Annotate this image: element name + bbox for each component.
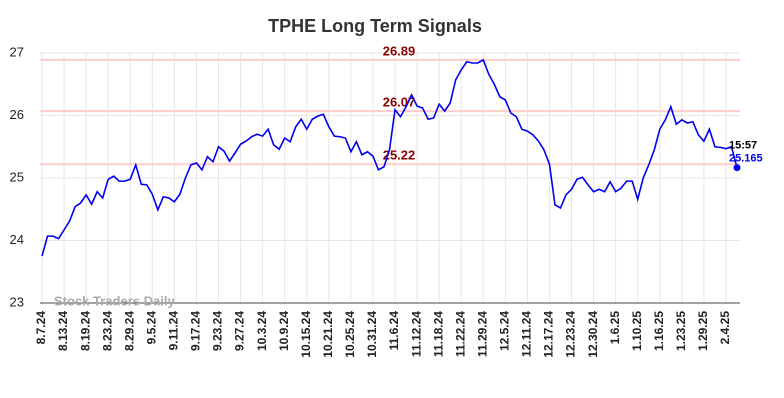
last-value: 25.165 [729, 153, 763, 165]
x-tick-label: 10.9.24 [277, 311, 291, 351]
y-tick-label: 27 [10, 44, 24, 59]
x-tick-label: 10.21.24 [321, 311, 335, 358]
x-tick-label: 8.7.24 [34, 311, 48, 345]
x-tick-label: 12.11.24 [520, 311, 534, 357]
y-tick-label: 24 [10, 232, 24, 247]
x-tick-label: 2.4.25 [718, 311, 732, 345]
x-tick-label: 12.5.24 [498, 311, 512, 351]
x-tick-label: 11.12.24 [409, 311, 423, 357]
x-tick-label: 12.23.24 [564, 311, 578, 358]
x-tick-label: 8.29.24 [122, 311, 136, 351]
x-tick-label: 1.10.25 [630, 311, 644, 351]
x-tick-label: 1.16.25 [652, 311, 666, 351]
x-tick-label: 11.29.24 [475, 311, 489, 357]
x-tick-label: 8.19.24 [78, 311, 92, 351]
x-tick-label: 1.6.25 [608, 311, 622, 345]
x-tick-label: 9.11.24 [167, 311, 181, 351]
x-tick-label: 9.17.24 [189, 311, 203, 351]
x-tick-label: 1.29.25 [696, 311, 710, 351]
price-line [41, 58, 738, 257]
last-point [733, 164, 741, 172]
x-tick-label: 9.5.24 [144, 311, 158, 345]
x-tick-label: 8.13.24 [56, 311, 70, 351]
x-tick-label: 10.15.24 [299, 311, 313, 358]
signal-label: 25.22 [383, 148, 416, 163]
last-time: 15:57 [729, 140, 757, 152]
y-tick-label: 23 [10, 294, 24, 309]
x-tick-label: 8.23.24 [100, 311, 114, 351]
x-tick-label: 1.23.25 [674, 311, 688, 351]
x-tick-label: 10.3.24 [255, 311, 269, 351]
x-tick-label: 11.18.24 [431, 311, 445, 357]
chart-title: TPHE Long Term Signals [268, 16, 482, 36]
x-tick-label: 10.25.24 [343, 311, 357, 358]
y-tick-label: 25 [10, 169, 24, 184]
x-tick-label: 11.22.24 [453, 311, 467, 357]
x-tick-label: 12.17.24 [542, 311, 556, 358]
x-tick-label: 10.31.24 [365, 311, 379, 358]
x-tick-label: 12.30.24 [586, 311, 600, 358]
x-tick-label: 9.23.24 [211, 311, 225, 351]
x-tick-label: 11.6.24 [387, 311, 401, 351]
signal-label: 26.89 [383, 43, 416, 58]
y-tick-label: 26 [10, 107, 24, 122]
watermark: Stock Traders Daily [54, 293, 175, 308]
x-tick-label: 9.27.24 [233, 311, 247, 351]
